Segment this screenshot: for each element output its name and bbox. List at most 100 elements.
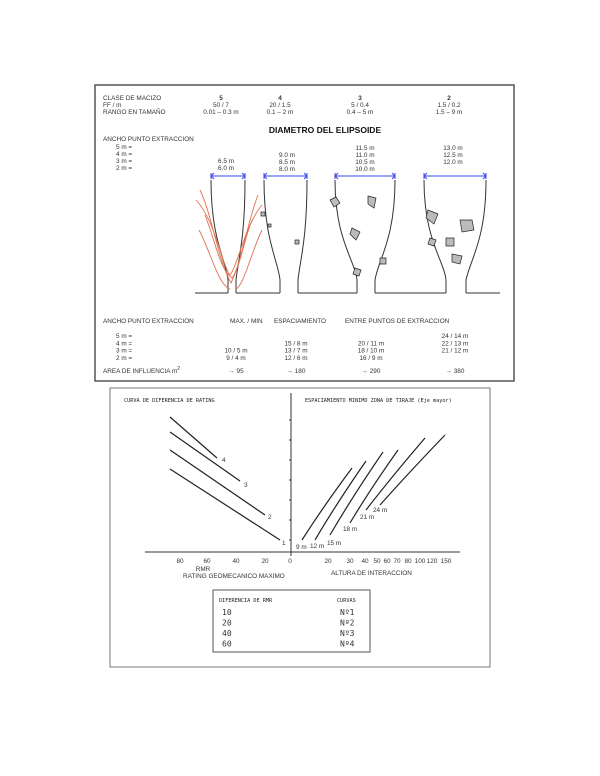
range-value: 0.4 – 5 m (347, 109, 374, 116)
x-tick-right: 150 (441, 558, 452, 565)
area-value: → 95 (228, 368, 244, 375)
width-row: 4 m = (116, 151, 132, 158)
curve-number: Nº1 (340, 608, 355, 617)
diameter-value: 6.0 m (218, 165, 234, 172)
curve-number: Nº3 (340, 629, 355, 638)
figure-2-frame (109, 387, 491, 668)
diameter-arrow (210, 172, 246, 180)
spacing-curve-label: 12 m (310, 543, 324, 550)
diameter-value: 8.0 m (279, 166, 295, 173)
diameter-value: 12.5 m (443, 152, 463, 159)
figure-title: DIAMETRO DEL ELIPSOIDE (269, 125, 382, 135)
spacing-curve (379, 434, 446, 506)
rmr-difference: 60 (222, 640, 232, 649)
table-header: DIFERENCIA DE RMR (219, 598, 273, 604)
curve-number: Nº2 (340, 619, 355, 628)
table-header: CURVAS (337, 598, 356, 604)
rating-curve-4 (169, 416, 218, 459)
x-tick-right: 80 (404, 558, 412, 565)
rmr-difference: 10 (222, 608, 232, 617)
rating-curve-1 (169, 468, 281, 541)
rmr-difference: 40 (222, 629, 232, 638)
area-label-text: AREA DE INFLUENCIA m (103, 368, 177, 375)
spacing-value: 13 / 7 m (284, 348, 307, 355)
spacing-curve (301, 467, 353, 541)
spacing-width-label: ANCHO PUNTO EXTRACCION (103, 318, 194, 325)
spacing-curve (365, 437, 426, 511)
header-label: CLASE DE MACIZO (103, 95, 161, 102)
x-tick-left: 20 (261, 558, 269, 565)
spacing-row-label: 2 m = (116, 355, 132, 362)
spacing-value: 10 / 5 m (224, 348, 247, 355)
class-value: 4 (278, 95, 282, 102)
diameter-arrow (334, 172, 396, 180)
spacing-value: 18 / 10 m (358, 348, 385, 355)
rmr-difference: 20 (222, 619, 232, 628)
header-label: FF / m (103, 102, 121, 109)
curve-number: Nº4 (340, 640, 355, 649)
width-label: ANCHO PUNTO EXTRACCION (103, 136, 194, 143)
header-label: RANGO EN TAMAÑO (103, 107, 166, 116)
area-superscript: 2 (177, 366, 180, 372)
diameter-arrow (263, 172, 308, 180)
x-tick-left: 40 (232, 558, 240, 565)
class-value: 2 (447, 95, 451, 102)
x-tick-right: 30 (346, 558, 354, 565)
curve-label: 2 (268, 514, 272, 521)
area-value: → 380 (446, 368, 465, 375)
x-tick-right: 40 (361, 558, 369, 565)
spacing-row-label: 4 m = (116, 340, 132, 347)
diameter-value: 6.5 m (218, 158, 234, 165)
spacing-curve-label: 15 m (327, 540, 341, 547)
area-value: → 180 (287, 368, 306, 375)
legend-table: DIFERENCIA DE RMR CURVAS 10 Nº1 20 Nº2 40 Nº3… (212, 589, 371, 653)
x-label-rmr-sub: RATING GEOMECANICO MAXIMO (183, 573, 285, 580)
spacing-value: 16 / 9 m (359, 355, 382, 362)
spacing-value: 22 / 13 m (442, 340, 469, 347)
x-tick-right: 50 (373, 558, 381, 565)
curve-label: 1 (282, 540, 286, 547)
spacing-curve-label: 9 m (296, 544, 307, 551)
figure-ellipsoid-diameter: CLASE DE MACIZO FF / m RANGO EN TAMAÑO 5… (94, 84, 515, 382)
figure-rating-curves: CURVA DE DIFERENCIA DE RATING ESPACIAMIE… (109, 387, 491, 668)
width-row: 2 m = (116, 165, 132, 172)
ff-value: 50 / 7 (213, 102, 229, 109)
spacing-curve (329, 451, 384, 536)
spacing-row-label: 3 m = (116, 348, 132, 355)
left-title: CURVA DE DIFERENCIA DE RATING (124, 398, 215, 404)
spacing-value: 9 / 4 m (226, 355, 246, 362)
diameter-value: 13.0 m (443, 145, 463, 152)
spacing-curve-label: 21 m (360, 514, 374, 521)
x-tick-right: 20 (324, 558, 332, 565)
legend-table-frame (212, 589, 371, 653)
curve-label: 4 (222, 457, 226, 464)
diameter-value: 11.5 m (355, 145, 374, 152)
range-value: 1.5 – 9 m (436, 109, 463, 116)
diameter-arrow (423, 172, 487, 180)
rating-curve-3 (169, 431, 241, 482)
class-value: 3 (358, 95, 362, 102)
spacing-curve-label: 18 m (343, 526, 357, 533)
x-tick-right: 120 (427, 558, 438, 565)
flow-lines (195, 189, 263, 290)
width-row: 5 m = (116, 144, 132, 151)
spacing-curve-label: 24 m (373, 507, 387, 514)
rating-curve-2 (169, 449, 266, 516)
diameter-value: 8.5 m (279, 159, 295, 166)
spacing-value: 15 / 8 m (284, 340, 307, 347)
right-title: ESPACIAMIENTO MINIMO ZONA DE TIRAJE (Eje… (305, 398, 452, 404)
rock-fragments (260, 195, 475, 277)
spacing-curve (349, 449, 399, 524)
x-label-height: ALTURA DE INTERACCION (331, 570, 412, 577)
diameter-value: 12.0 m (443, 159, 463, 166)
x-tick-left: 0 (288, 558, 292, 565)
diameter-value: 10.5 m (355, 159, 375, 166)
drawpoint-funnel (423, 179, 487, 293)
area-value: → 290 (362, 368, 381, 375)
spacing-header: ESPACIAMIENTO (274, 318, 326, 325)
spacing-value: 21 / 12 m (442, 348, 469, 355)
width-row: 3 m = (116, 158, 132, 165)
spacing-value: 20 / 11 m (358, 340, 384, 347)
x-tick-right: 70 (393, 558, 401, 565)
